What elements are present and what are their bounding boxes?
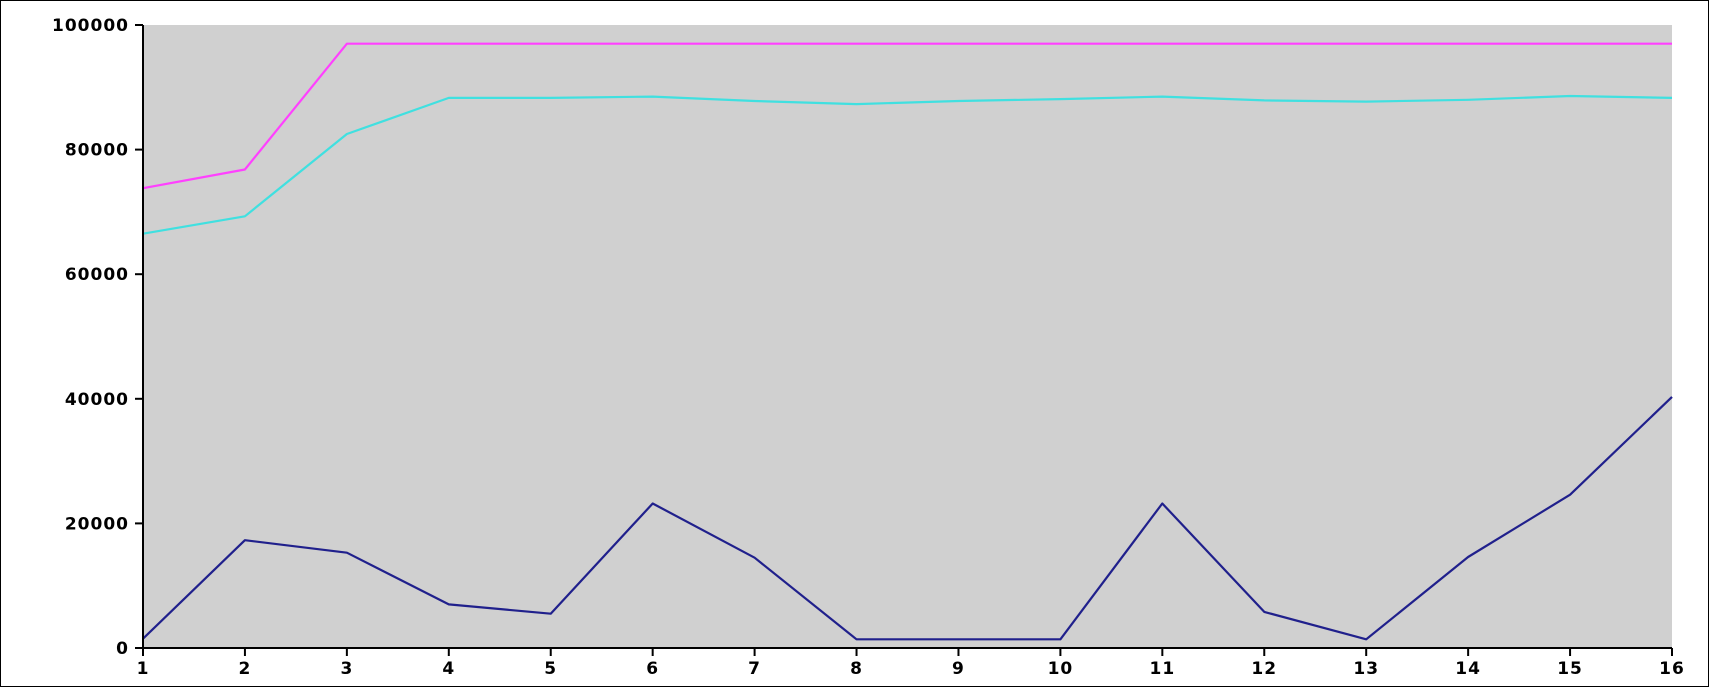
x-tick-label: 5	[544, 659, 557, 679]
y-tick-label: 40000	[65, 390, 129, 410]
x-tick-label: 6	[646, 659, 659, 679]
x-tick-label: 12	[1251, 659, 1277, 679]
y-tick-label: 60000	[65, 265, 129, 285]
x-tick-label: 7	[748, 659, 761, 679]
x-tick-label: 13	[1353, 659, 1379, 679]
x-tick-label: 8	[850, 659, 863, 679]
x-tick-label: 1	[137, 659, 150, 679]
y-tick-label: 100000	[52, 16, 129, 36]
y-tick-label: 0	[116, 639, 129, 659]
x-tick-label: 14	[1455, 659, 1481, 679]
y-tick-label: 20000	[65, 514, 129, 534]
plot-area	[143, 25, 1672, 648]
x-tick-label: 4	[442, 659, 455, 679]
x-tick-label: 16	[1659, 659, 1685, 679]
x-tick-label: 10	[1048, 659, 1074, 679]
x-tick-label: 3	[340, 659, 353, 679]
x-tick-label: 9	[952, 659, 965, 679]
x-tick-label: 11	[1149, 659, 1175, 679]
x-tick-label: 15	[1557, 659, 1583, 679]
y-tick-label: 80000	[65, 141, 129, 161]
x-tick-label: 2	[239, 659, 252, 679]
